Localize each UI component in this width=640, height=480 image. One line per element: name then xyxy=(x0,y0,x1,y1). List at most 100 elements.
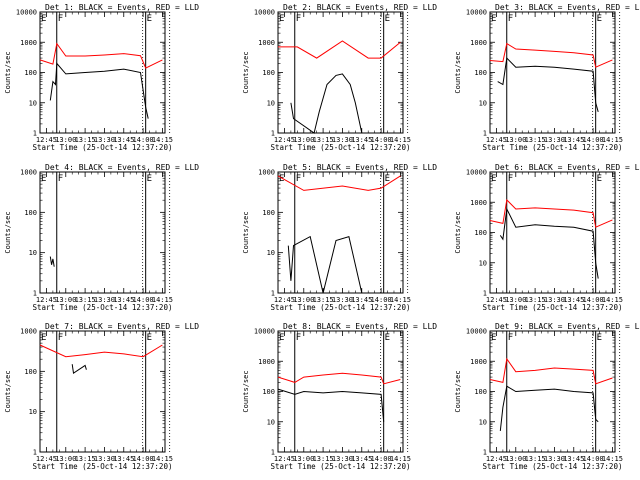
x-tick-label: 13:45 xyxy=(113,136,134,144)
detector-panel-4: Det 4: BLACK = Events, RED = LLD 1 10 100 10… xyxy=(4,163,199,312)
panel-title: Det 2: BLACK = Events, RED = LLD xyxy=(283,3,437,12)
plot-frame xyxy=(489,11,616,134)
y-tick-label: 10000 xyxy=(16,9,37,17)
detector-panel-8: Det 8: BLACK = Events, RED = LLD 1 10 100 10… xyxy=(242,322,437,471)
lld-series-line xyxy=(39,42,163,69)
x-tick-label: 13:30 xyxy=(544,455,565,463)
x-tick-label: 13:45 xyxy=(351,296,372,304)
x-tick-label: 14:15 xyxy=(152,136,173,144)
y-axis-label: Counts/sec xyxy=(454,51,462,93)
x-tick-label: 14:00 xyxy=(371,296,392,304)
y-tick-label: 100 xyxy=(24,69,37,77)
x-tick-label: 14:00 xyxy=(133,296,154,304)
y-tick-label: 1 xyxy=(271,290,275,298)
events-series-line xyxy=(499,207,599,279)
events-series-line xyxy=(290,73,363,134)
panel-title: Det 6: BLACK = Events, RED = LLD xyxy=(495,163,640,172)
y-tick-label: 10 xyxy=(267,418,275,426)
x-tick-label: 12:45 xyxy=(486,455,507,463)
x-tick-label: 13:00 xyxy=(505,296,526,304)
x-tick-label: 13:00 xyxy=(293,296,314,304)
plot-frame xyxy=(277,11,404,134)
y-axis-label: Counts/sec xyxy=(242,370,250,412)
marker-label: F xyxy=(58,174,63,184)
x-tick-label: 14:00 xyxy=(371,455,392,463)
lld-series-line xyxy=(489,357,613,385)
x-tick-label: 13:15 xyxy=(525,455,546,463)
y-axis-label: Counts/sec xyxy=(242,211,250,253)
y-tick-label: 1000 xyxy=(470,358,487,366)
y-tick-label: 1 xyxy=(271,449,275,457)
plot-frame xyxy=(489,330,616,453)
detector-panel-6: Det 6: BLACK = Events, RED = LLD 1 10 100 10… xyxy=(454,163,640,312)
events-series-line xyxy=(49,256,55,267)
events-series-line xyxy=(287,235,363,294)
y-tick-label: 1000 xyxy=(20,169,37,177)
y-tick-label: 10000 xyxy=(466,9,487,17)
marker-label: E xyxy=(41,174,46,184)
y-tick-label: 1 xyxy=(483,449,487,457)
x-tick-label: 12:45 xyxy=(274,136,295,144)
x-tick-label: 13:15 xyxy=(75,455,96,463)
plot-frame xyxy=(489,171,616,294)
marker-label: E xyxy=(491,174,496,184)
panel-title: Det 1: BLACK = Events, RED = LLD xyxy=(45,3,199,12)
panel-title: Det 3: BLACK = Events, RED = LLD xyxy=(495,3,640,12)
x-tick-label: 13:45 xyxy=(113,296,134,304)
marker-label: E xyxy=(279,14,284,24)
x-tick-label: 12:45 xyxy=(274,296,295,304)
y-tick-label: 10 xyxy=(29,408,37,416)
marker-label: F xyxy=(58,333,63,343)
x-tick-label: 14:00 xyxy=(583,296,604,304)
y-tick-label: 100 xyxy=(24,368,37,376)
x-tick-label: 12:45 xyxy=(36,136,57,144)
marker-label: F xyxy=(296,333,301,343)
x-tick-label: 13:45 xyxy=(113,455,134,463)
x-tick-label: 14:15 xyxy=(602,136,623,144)
plot-frame xyxy=(39,171,166,294)
marker-label: E xyxy=(147,14,152,24)
x-tick-label: 14:00 xyxy=(583,136,604,144)
marker-label: E xyxy=(385,14,390,24)
x-tick-label: 13:30 xyxy=(332,136,353,144)
x-tick-label: 12:45 xyxy=(36,296,57,304)
y-tick-label: 10000 xyxy=(466,169,487,177)
marker-label: E xyxy=(279,333,284,343)
x-tick-label: 14:15 xyxy=(152,455,173,463)
x-tick-label: 13:00 xyxy=(505,455,526,463)
x-tick-label: 13:45 xyxy=(563,455,584,463)
y-axis-label: Counts/sec xyxy=(454,211,462,253)
x-axis-label: Start Time (25-Oct-14 12:37:20) xyxy=(271,303,411,312)
marker-label: E xyxy=(147,174,152,184)
x-tick-label: 13:30 xyxy=(94,296,115,304)
marker-label: E xyxy=(597,174,602,184)
y-tick-label: 1000 xyxy=(470,39,487,47)
y-tick-label: 1 xyxy=(483,290,487,298)
x-tick-label: 13:00 xyxy=(505,136,526,144)
y-tick-label: 1 xyxy=(271,130,275,138)
y-tick-label: 10000 xyxy=(254,328,275,336)
marker-label: E xyxy=(279,174,284,184)
detector-panel-7: Det 7: BLACK = Events, RED = LLD 1 10 100 10… xyxy=(4,322,199,471)
marker-label: E xyxy=(385,174,390,184)
x-tick-label: 14:00 xyxy=(133,136,154,144)
x-tick-label: 13:15 xyxy=(75,296,96,304)
x-tick-label: 13:00 xyxy=(55,455,76,463)
x-axis-label: Start Time (25-Oct-14 12:37:20) xyxy=(483,303,623,312)
y-tick-label: 100 xyxy=(262,209,275,217)
x-tick-label: 13:30 xyxy=(544,296,565,304)
marker-label: F xyxy=(296,14,301,24)
y-axis-label: Counts/sec xyxy=(4,211,12,253)
marker-label: E xyxy=(491,333,496,343)
y-tick-label: 10 xyxy=(267,99,275,107)
panel-title: Det 5: BLACK = Events, RED = LLD xyxy=(283,163,437,172)
lld-series-line xyxy=(277,372,401,385)
marker-label: F xyxy=(508,174,513,184)
plot-frame xyxy=(277,171,404,294)
lld-series-line xyxy=(489,42,613,68)
x-tick-label: 14:15 xyxy=(390,455,411,463)
marker-label: F xyxy=(508,14,513,24)
x-tick-label: 13:30 xyxy=(332,296,353,304)
y-tick-label: 1000 xyxy=(258,39,275,47)
